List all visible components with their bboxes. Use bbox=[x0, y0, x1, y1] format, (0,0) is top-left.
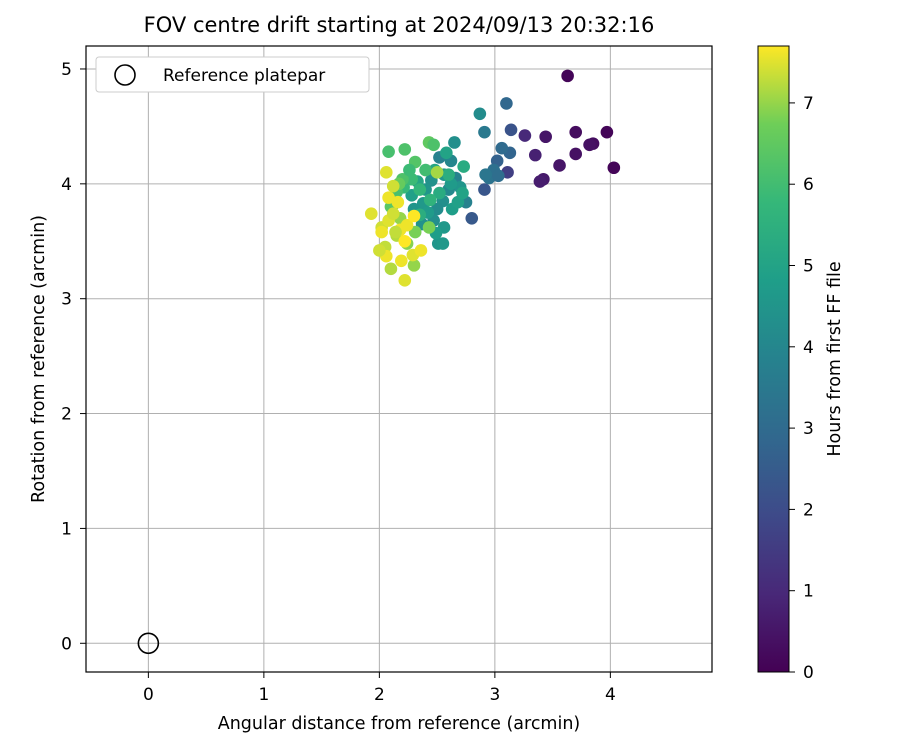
scatter-point bbox=[583, 138, 596, 152]
x-tick-label: 2 bbox=[374, 685, 385, 705]
scatter-point bbox=[478, 183, 491, 196]
scatter-point bbox=[440, 146, 453, 160]
scatter-point bbox=[500, 97, 513, 110]
x-tick-label: 4 bbox=[605, 685, 616, 705]
scatter-point bbox=[400, 218, 414, 232]
scatter-point bbox=[478, 125, 491, 139]
scatter-point bbox=[492, 169, 505, 183]
y-tick-label: 5 bbox=[61, 60, 72, 80]
scatter-point bbox=[561, 69, 574, 83]
scatter-point bbox=[413, 183, 427, 196]
scatter-point bbox=[430, 166, 444, 179]
colorbar-tick-label: 4 bbox=[803, 338, 814, 358]
grid-lines bbox=[86, 46, 712, 672]
scatter-point bbox=[403, 163, 416, 177]
reference-platepar-marker bbox=[137, 632, 160, 655]
scatter-point bbox=[395, 254, 408, 268]
scatter-point bbox=[379, 166, 393, 179]
scatter-point bbox=[433, 186, 446, 200]
scatter-point bbox=[423, 193, 437, 207]
x-tick-label: 0 bbox=[143, 685, 154, 705]
scatter-point bbox=[569, 147, 583, 161]
colorbar-label: Hours from first FF file bbox=[825, 261, 845, 456]
y-axis-ticks: 0 1 2 3 4 5 bbox=[61, 60, 86, 654]
scatter-point bbox=[457, 160, 470, 173]
scatter-point bbox=[373, 244, 386, 257]
legend-label: Reference platepar bbox=[163, 66, 325, 86]
scatter-point bbox=[539, 130, 552, 144]
colorbar-tick-label: 2 bbox=[803, 500, 814, 520]
scatter-point bbox=[479, 168, 492, 181]
colorbar-tick-label: 3 bbox=[803, 419, 814, 439]
scatter-point bbox=[504, 123, 518, 137]
scatter-point bbox=[389, 225, 402, 239]
scatter-point bbox=[528, 148, 542, 162]
legend-marker-icon bbox=[114, 64, 136, 86]
scatter-point bbox=[495, 141, 509, 155]
colorbar-ticks: 0 1 2 3 4 5 6 7 bbox=[789, 94, 814, 683]
data-points bbox=[364, 69, 621, 287]
scatter-point bbox=[456, 186, 469, 200]
y-tick-label: 4 bbox=[61, 175, 72, 195]
scatter-point bbox=[422, 221, 436, 234]
scatter-point bbox=[386, 179, 400, 193]
scatter-point bbox=[364, 207, 378, 220]
colorbar-tick-label: 5 bbox=[803, 257, 814, 277]
scatter-point bbox=[569, 125, 583, 139]
scatter-point bbox=[448, 136, 461, 149]
scatter-point bbox=[407, 209, 421, 223]
x-tick-label: 1 bbox=[258, 685, 269, 705]
scatter-point bbox=[518, 129, 532, 142]
scatter-point bbox=[407, 259, 421, 272]
scatter-point bbox=[465, 211, 479, 225]
legend: Reference platepar bbox=[95, 56, 370, 93]
scatter-point bbox=[553, 159, 566, 172]
y-tick-label: 2 bbox=[61, 405, 72, 425]
y-tick-label: 0 bbox=[61, 634, 72, 654]
scatter-point bbox=[419, 163, 432, 177]
scatter-point bbox=[386, 207, 400, 220]
scatter-point bbox=[382, 145, 395, 158]
legend-box bbox=[95, 56, 370, 93]
scatter-point bbox=[398, 234, 412, 248]
y-tick-label: 3 bbox=[61, 290, 72, 310]
colorbar-tick-label: 7 bbox=[803, 94, 814, 114]
scatter-point bbox=[600, 125, 614, 139]
scatter-point bbox=[427, 138, 440, 152]
scatter-point bbox=[398, 143, 412, 156]
scatter-point bbox=[382, 191, 395, 204]
x-axis-ticks: 0 1 2 3 4 bbox=[143, 672, 616, 705]
colorbar-gradient bbox=[757, 45, 790, 673]
scatter-point bbox=[473, 107, 487, 121]
colorbar: 0 1 2 3 4 5 6 7 Hours from first FF file bbox=[757, 45, 845, 683]
x-tick-label: 3 bbox=[489, 685, 500, 705]
scatter-point bbox=[398, 274, 412, 287]
x-axis-label: Angular distance from reference (arcmin) bbox=[218, 714, 581, 734]
plot-frame bbox=[85, 45, 713, 673]
colorbar-tick-label: 0 bbox=[803, 663, 814, 683]
colorbar-tick-label: 1 bbox=[803, 582, 814, 602]
scatter-point bbox=[384, 262, 398, 276]
chart-title: FOV centre drift starting at 2024/09/13 … bbox=[144, 13, 655, 37]
colorbar-tick-label: 6 bbox=[803, 175, 814, 195]
scatter-point bbox=[533, 175, 547, 188]
y-axis-label: Rotation from reference (arcmin) bbox=[29, 215, 49, 503]
scatter-point bbox=[414, 244, 428, 257]
y-tick-label: 1 bbox=[61, 519, 72, 539]
scatter-point bbox=[436, 237, 450, 250]
scatter-point bbox=[607, 161, 621, 175]
scatter-point bbox=[442, 168, 455, 181]
scatter-point bbox=[375, 225, 388, 239]
